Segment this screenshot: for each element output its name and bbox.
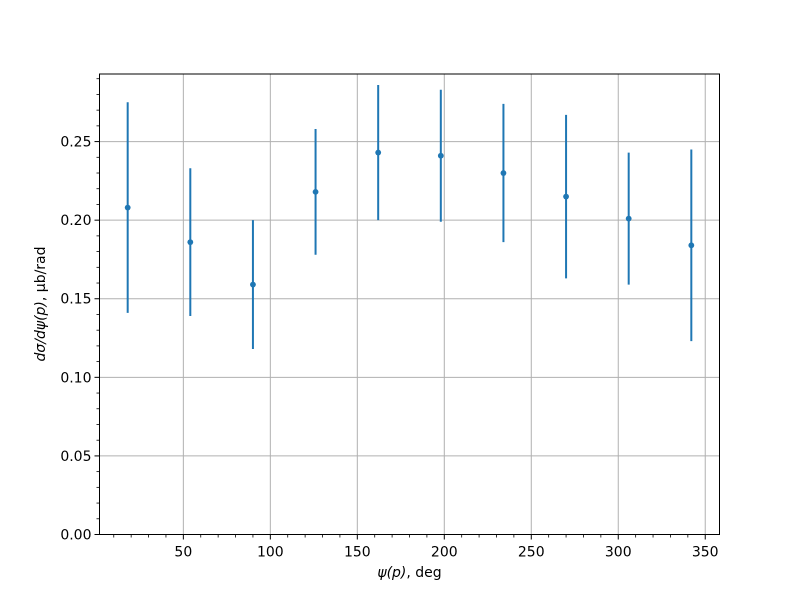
- data-point-marker: [375, 149, 382, 156]
- x-tick-label: 350: [692, 545, 719, 561]
- x-tick-label: 200: [431, 545, 458, 561]
- x-axis-label: ψ(p), deg: [377, 565, 441, 581]
- data-point-marker: [124, 204, 131, 211]
- x-tick-label: 100: [257, 545, 284, 561]
- data-point-marker: [563, 193, 569, 200]
- ticks-layer: 50 100 150 200 250 300 350 0.00 0.05 0.10 0.15 0.20…: [60, 78, 719, 561]
- data-point-marker: [250, 281, 256, 288]
- data-layer: [124, 85, 695, 350]
- spines-layer: [99, 73, 720, 535]
- y-tick-label: 0.20: [60, 213, 91, 229]
- y-axis-label: dσ/dψ(p), μb/rad: [33, 246, 49, 361]
- data-point-marker: [688, 242, 695, 249]
- data-point-marker: [625, 215, 632, 222]
- x-axis-label-math: ψ(p): [377, 565, 406, 581]
- x-axis-label-suffix: , deg: [406, 565, 441, 581]
- x-tick-label: 150: [344, 545, 371, 561]
- plot-border: [99, 73, 720, 535]
- grid-layer: [99, 74, 720, 535]
- x-tick-label: 250: [518, 545, 545, 561]
- data-point-marker: [187, 239, 194, 246]
- y-tick-label: 0.00: [60, 528, 91, 544]
- data-point-marker: [312, 188, 319, 195]
- y-tick-label: 0.05: [60, 449, 91, 465]
- y-tick-label: 0.15: [60, 292, 91, 308]
- y-tick-label: 0.25: [60, 135, 91, 151]
- y-axis-label-math: dσ/dψ(p): [33, 301, 49, 361]
- y-tick-label: 0.10: [60, 370, 91, 386]
- data-point-marker: [500, 170, 507, 176]
- x-tick-label: 300: [605, 545, 632, 561]
- x-tick-label: 50: [174, 545, 192, 561]
- data-point-marker: [437, 152, 444, 159]
- y-axis-label-suffix: , μb/rad: [33, 246, 49, 301]
